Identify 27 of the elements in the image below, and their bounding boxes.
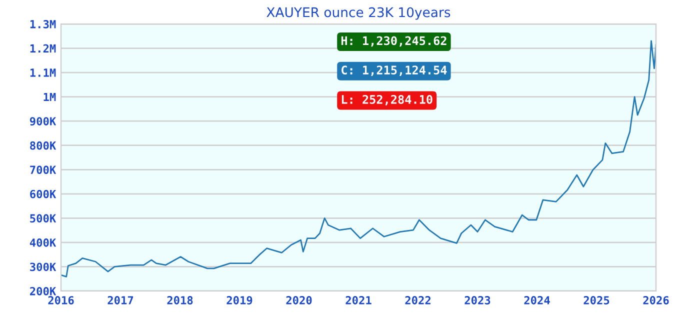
y-tick-label: 1.2M bbox=[30, 44, 56, 52]
x-tick-label: 2025 bbox=[584, 296, 610, 304]
x-tick-label: 2023 bbox=[464, 296, 490, 304]
x-tick-label: 2022 bbox=[405, 296, 430, 304]
y-tick-label: 1.3M bbox=[30, 20, 56, 28]
y-tick-label: 400K bbox=[30, 238, 56, 247]
chart-title: XAUYER ounce 23K 10years bbox=[266, 7, 450, 20]
x-tick-label: 2018 bbox=[167, 296, 193, 304]
y-tick-label: 1.1M bbox=[30, 68, 56, 77]
x-tick-label: 2020 bbox=[286, 296, 312, 304]
x-tick-label: 2019 bbox=[226, 296, 252, 305]
y-tick-label: 500K bbox=[30, 214, 56, 223]
y-tick-label: 600K bbox=[30, 190, 56, 198]
annotation: L: 252,284.10 bbox=[342, 94, 432, 106]
x-tick-label: 2017 bbox=[108, 296, 134, 304]
y-tick-label: 800K bbox=[30, 141, 56, 150]
y-tick-label: 200K bbox=[30, 286, 56, 296]
y-tick-label: 1M bbox=[44, 92, 56, 102]
x-tick-label: 2026 bbox=[643, 296, 669, 304]
y-tick-label: 900K bbox=[30, 117, 56, 126]
y-tick-label: 700K bbox=[30, 166, 56, 174]
annotation: C: 1,215,124.54 bbox=[342, 66, 447, 76]
x-tick-label: 2024 bbox=[524, 296, 550, 304]
y-tick-label: 300K bbox=[30, 262, 56, 272]
annotation: H: 1,230,245.62 bbox=[341, 36, 446, 47]
x-tick-label: 2016 bbox=[48, 296, 74, 304]
x-tick-label: 2021 bbox=[346, 296, 372, 304]
